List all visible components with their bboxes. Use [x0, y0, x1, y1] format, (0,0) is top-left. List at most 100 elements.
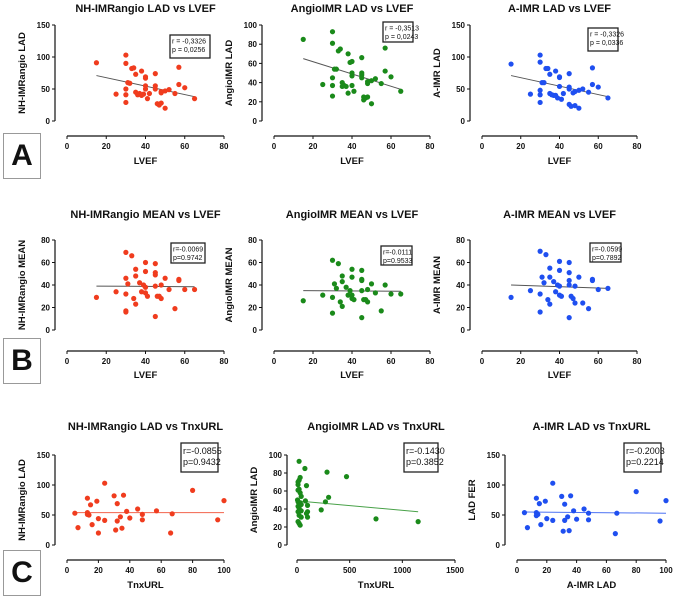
- data-point: [320, 292, 326, 298]
- y-tick-label: 50: [41, 511, 50, 520]
- data-point: [176, 81, 182, 88]
- data-point: [572, 300, 578, 306]
- data-point: [359, 288, 365, 294]
- data-point: [337, 299, 343, 305]
- y-axis-label: A-IMR MEAN: [432, 256, 443, 314]
- x-tick-label: 40: [125, 566, 134, 575]
- data-point: [320, 81, 326, 88]
- x-tick-label: 40: [348, 142, 357, 151]
- data-point: [158, 282, 164, 288]
- data-point: [558, 293, 565, 299]
- data-point: [585, 510, 592, 516]
- data-point: [343, 284, 349, 290]
- data-point: [398, 88, 404, 94]
- data-point: [535, 511, 541, 517]
- x-tick-label: 40: [141, 142, 150, 151]
- stats-p: p = 0,0243: [385, 34, 418, 41]
- data-point: [113, 289, 119, 295]
- panel-label-b: B: [3, 338, 41, 384]
- y-tick-label: 0: [46, 326, 51, 335]
- data-point: [86, 512, 92, 518]
- data-point: [605, 95, 611, 101]
- data-point: [521, 509, 528, 516]
- data-point: [182, 286, 188, 293]
- data-point: [349, 73, 355, 79]
- data-point: [581, 506, 587, 512]
- data-point: [566, 259, 572, 266]
- data-point: [349, 58, 355, 65]
- data-point: [182, 85, 188, 91]
- data-point: [556, 83, 563, 90]
- data-point: [559, 493, 565, 499]
- chart-title: AngioIMR LAD vs LVEF: [291, 3, 414, 15]
- scatter-panel: A-IMR LAD vs LVEF 0 50 100 150 A-IMR LAD 0 20 40…: [432, 3, 642, 167]
- data-point: [568, 103, 574, 109]
- data-point: [329, 294, 336, 300]
- data-point: [303, 510, 310, 517]
- data-point: [304, 502, 311, 508]
- data-point: [372, 290, 378, 296]
- y-tick-label: 80: [41, 236, 50, 245]
- data-point: [300, 36, 306, 43]
- data-point: [123, 291, 129, 297]
- panel-label-a: A: [3, 133, 41, 179]
- stats-p: p=0.7892: [592, 255, 621, 262]
- data-point: [566, 270, 572, 276]
- data-point: [95, 516, 101, 522]
- x-tick-label: 500: [343, 566, 357, 575]
- data-point: [541, 280, 547, 286]
- data-point: [537, 291, 543, 297]
- data-point: [329, 310, 336, 316]
- y-axis-label: LAD FER: [467, 479, 478, 520]
- regression-line: [296, 500, 419, 513]
- data-point: [298, 493, 304, 499]
- stats-p: p=0.9742: [173, 255, 202, 262]
- data-point: [172, 90, 178, 97]
- data-point: [331, 281, 338, 287]
- data-point: [329, 93, 336, 99]
- x-axis-label: TnxURL: [127, 580, 164, 591]
- y-tick-label: 20: [273, 523, 282, 532]
- data-point: [176, 277, 182, 284]
- scatter-panel: AngioIMR LAD vs LVEF 0 20 40 60 80 100 AngioIMR…: [224, 3, 435, 167]
- data-point: [129, 253, 135, 259]
- y-tick-label: 0: [253, 117, 258, 126]
- data-point: [349, 274, 355, 280]
- data-point: [172, 306, 178, 312]
- data-point: [111, 493, 117, 499]
- data-point: [359, 315, 365, 321]
- chart-title: NH-IMRangio LAD vs TnxURL: [68, 421, 224, 433]
- data-point: [142, 284, 149, 290]
- data-point: [329, 75, 336, 81]
- data-point: [123, 249, 129, 255]
- data-point: [585, 89, 592, 95]
- data-point: [123, 60, 129, 66]
- data-point: [169, 511, 175, 517]
- data-point: [524, 525, 531, 531]
- data-point: [527, 91, 534, 97]
- x-tick-label: 0: [65, 357, 70, 366]
- data-point: [547, 265, 553, 271]
- data-point: [133, 71, 139, 77]
- data-point: [566, 315, 572, 321]
- x-tick-label: 60: [602, 566, 611, 575]
- data-point: [75, 525, 81, 531]
- data-point: [133, 301, 139, 307]
- data-point: [372, 76, 378, 82]
- stats-p: p=0.2214: [626, 457, 664, 467]
- y-tick-label: 40: [273, 505, 282, 514]
- data-point: [508, 294, 514, 300]
- data-point: [131, 65, 137, 71]
- data-point: [527, 288, 534, 294]
- x-tick-label: 1500: [446, 566, 464, 575]
- y-tick-label: 100: [269, 451, 283, 460]
- data-point: [152, 71, 158, 77]
- scatter-panel: NH-IMRangio LAD vs LVEF 0 50 100 150 NH-IMRan…: [17, 3, 229, 167]
- data-point: [541, 80, 547, 86]
- data-point: [543, 252, 549, 258]
- data-point: [547, 71, 553, 77]
- data-point: [135, 506, 141, 512]
- regression-line: [524, 511, 667, 514]
- y-tick-label: 100: [487, 481, 501, 490]
